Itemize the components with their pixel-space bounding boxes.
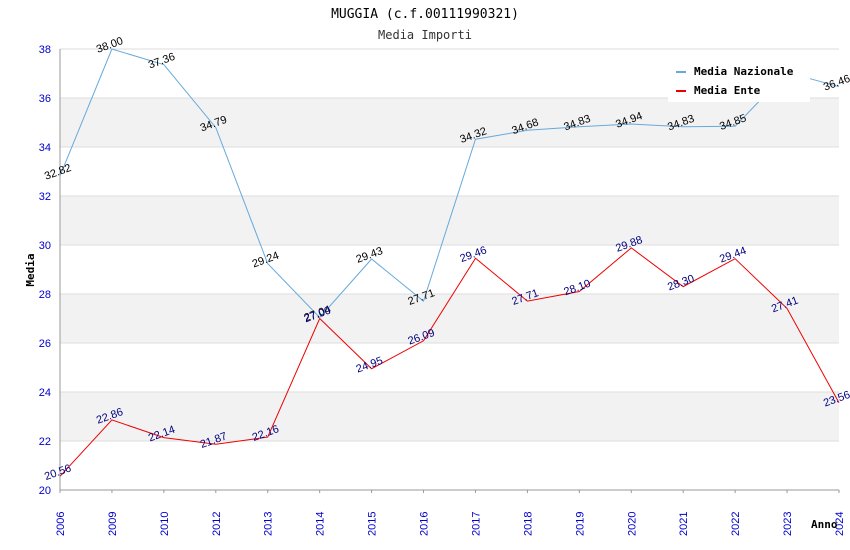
background-band <box>60 98 839 147</box>
y-tick-label: 38 <box>39 44 51 56</box>
y-tick-label: 30 <box>39 240 51 252</box>
x-axis-ticks: 2006 2009 2010 2012 2013 2014 2015 2016 2017 2018… <box>55 490 846 536</box>
data-label: 29.44 <box>718 245 748 266</box>
y-tick-label: 28 <box>39 289 51 301</box>
chart-subtitle: Media Importi <box>378 28 472 42</box>
y-tick-label: 24 <box>39 387 51 399</box>
x-tick-label: 2024 <box>834 512 846 536</box>
x-tick-label: 2015 <box>367 512 379 536</box>
x-tick-label: 2006 <box>55 512 67 536</box>
data-label: 29.24 <box>251 250 281 271</box>
x-tick-label: 2010 <box>159 512 171 536</box>
background-band <box>60 294 839 343</box>
legend-entry: Media Ente <box>694 84 761 97</box>
y-tick-label: 22 <box>39 436 51 448</box>
x-tick-label: 2013 <box>263 512 275 536</box>
series-line-media-nazionale <box>59 48 840 319</box>
data-label: 24.95 <box>355 355 385 376</box>
y-tick-label: 20 <box>39 485 51 497</box>
x-tick-label: 2022 <box>730 512 742 536</box>
x-tick-label: 2023 <box>782 512 794 536</box>
legend: Media Nazionale Media Ente <box>668 60 810 102</box>
x-tick-label: 2014 <box>315 512 327 536</box>
y-tick-label: 36 <box>39 93 51 105</box>
data-label: 29.43 <box>355 245 385 266</box>
x-axis-label: Anno <box>811 518 838 531</box>
y-tick-label: 32 <box>39 191 51 203</box>
data-label: 37.36 <box>147 51 177 72</box>
y-axis-label: Media <box>24 253 37 286</box>
chart-title: MUGGIA (c.f.00111990321) <box>331 7 519 22</box>
data-label: 28.30 <box>666 273 696 294</box>
data-label: 36.46 <box>822 73 850 94</box>
legend-entry: Media Nazionale <box>694 65 794 78</box>
background-bands <box>60 98 839 441</box>
series-line-media-ente <box>59 247 840 477</box>
y-axis-ticks: 20 22 24 26 28 30 32 34 36 38 <box>39 44 51 497</box>
x-tick-label: 2020 <box>626 512 638 536</box>
series-lines <box>59 48 840 477</box>
x-tick-label: 2019 <box>574 512 586 536</box>
x-tick-label: 2012 <box>211 512 223 536</box>
x-tick-label: 2016 <box>419 512 431 536</box>
legend-box <box>668 60 810 102</box>
x-tick-label: 2021 <box>678 512 690 536</box>
x-tick-label: 2009 <box>107 512 119 536</box>
y-tick-label: 26 <box>39 338 51 350</box>
x-tick-label: 2017 <box>470 512 482 536</box>
y-tick-label: 34 <box>39 142 51 154</box>
data-label: 20.56 <box>43 462 73 483</box>
background-band <box>60 392 839 441</box>
gridlines <box>60 48 839 491</box>
data-label: 32.82 <box>43 162 73 183</box>
x-tick-label: 2018 <box>522 512 534 536</box>
